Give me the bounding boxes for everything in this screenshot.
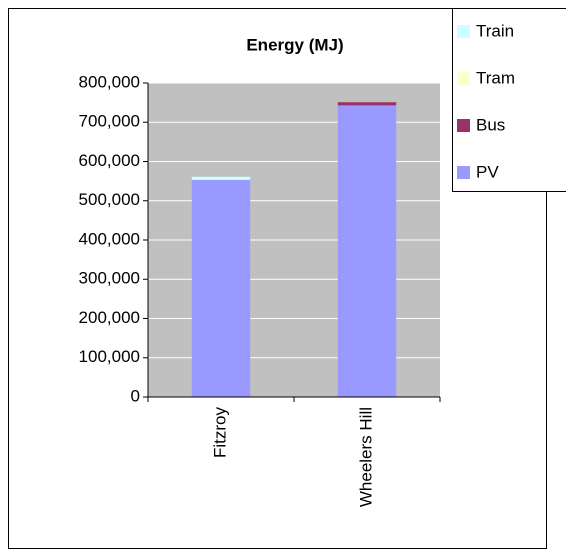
x-tick-label: Fitzroy [210, 407, 229, 459]
legend-swatch [457, 119, 470, 132]
y-tick-label: 200,000 [79, 308, 140, 327]
y-tick-label: 800,000 [79, 72, 140, 91]
legend-label: PV [476, 162, 499, 181]
chart-title: Energy (MJ) [246, 35, 343, 54]
y-tick-label: 300,000 [79, 269, 140, 288]
y-tick-label: 600,000 [79, 151, 140, 170]
bar-segment [337, 105, 397, 397]
legend-label: Train [476, 21, 514, 40]
legend-label: Bus [476, 115, 505, 134]
y-tick-label: 100,000 [79, 347, 140, 366]
y-tick-label: 0 [131, 386, 140, 405]
legend-box [452, 8, 566, 192]
y-tick-label: 700,000 [79, 112, 140, 131]
legend-swatch [457, 166, 470, 179]
legend-swatch [457, 72, 470, 85]
bar-segment [191, 176, 251, 180]
y-tick-label: 500,000 [79, 190, 140, 209]
x-tick-label: Wheelers Hill [356, 407, 375, 507]
legend-label: Tram [476, 68, 515, 87]
bar-segment [191, 179, 251, 397]
legend-swatch [457, 25, 470, 38]
y-tick-label: 400,000 [79, 229, 140, 248]
bar-segment [337, 102, 397, 106]
